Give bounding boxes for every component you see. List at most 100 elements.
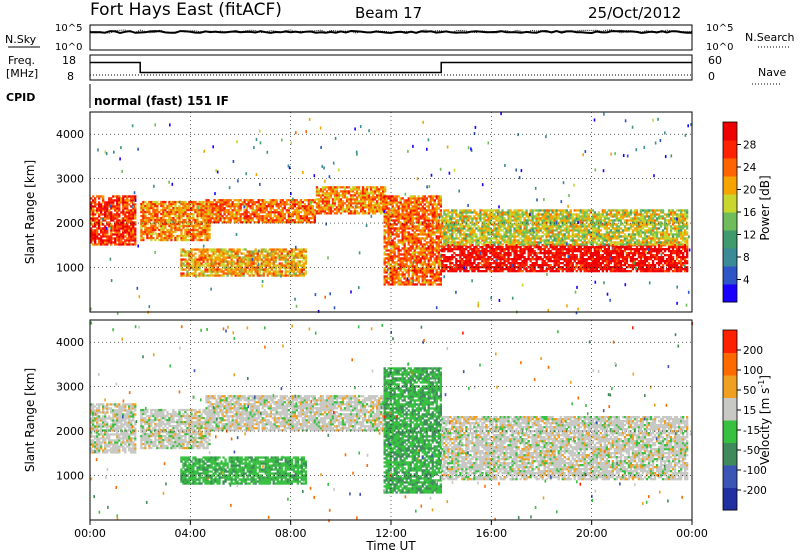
range-cell-0 — [98, 213, 100, 215]
range-cell-4 — [237, 262, 239, 264]
range-cell-6 — [630, 258, 632, 260]
range-cell-1 — [164, 239, 166, 241]
range-cell-6 — [676, 268, 678, 270]
range-cell-6 — [544, 270, 546, 272]
range-cell-5 — [436, 283, 438, 285]
range-cell-2 — [310, 217, 312, 219]
range-cell-4 — [212, 268, 214, 270]
range-cell-6 — [602, 246, 604, 248]
range-cell-5 — [424, 245, 426, 247]
range-cell-0 — [126, 203, 128, 205]
range-cell-2 — [268, 213, 270, 215]
range-cell-6 — [632, 268, 634, 270]
range-cell-1 — [184, 207, 186, 209]
range-cell-6 — [441, 266, 443, 268]
range-cell-6 — [441, 250, 443, 252]
range-cell-6 — [521, 256, 523, 258]
range-cell-3 — [360, 196, 362, 198]
range-cell-5 — [394, 243, 396, 245]
range-cell-0 — [114, 207, 116, 209]
range-cell-1 — [206, 227, 208, 229]
range-cell-1 — [160, 217, 162, 219]
range-cell-1 — [148, 229, 150, 231]
range-cell-5 — [408, 197, 410, 199]
range-cell-6 — [517, 266, 519, 268]
range-cell-0 — [126, 217, 128, 219]
range-cell-1 — [178, 217, 180, 219]
range-cell-1 — [174, 207, 176, 209]
range-cell-6 — [481, 256, 483, 258]
range-cell-0 — [102, 227, 104, 229]
range-cell-3 — [356, 202, 358, 204]
range-cell-2 — [310, 207, 312, 209]
range-cell-5 — [438, 197, 440, 199]
range-cell-5 — [416, 255, 418, 257]
range-cell-3 — [328, 210, 330, 212]
range-cell-6 — [528, 258, 530, 260]
range-cell-5 — [420, 197, 422, 199]
range-cell-6 — [447, 270, 449, 272]
range-cell-6 — [586, 250, 588, 252]
range-cell-3 — [374, 202, 376, 204]
range-cell-5 — [424, 267, 426, 269]
range-cell-6 — [614, 252, 616, 254]
range-cell-6 — [634, 254, 636, 256]
range-cell-5 — [426, 227, 428, 229]
range-cell-5 — [430, 199, 432, 201]
range-cell-2 — [228, 221, 230, 223]
range-cell-4 — [224, 250, 226, 252]
nave-label: Nave — [758, 66, 786, 79]
range-cell-4 — [295, 272, 297, 274]
range-cell-4 — [210, 254, 212, 256]
range-cell-6 — [618, 260, 620, 262]
range-cell-6 — [469, 256, 471, 258]
range-cell-5 — [408, 221, 410, 223]
range-cell-4 — [281, 262, 283, 264]
range-cell-3 — [328, 204, 330, 206]
range-cell-0 — [134, 217, 136, 219]
range-cell-5 — [400, 265, 402, 267]
range-cell-4 — [249, 262, 251, 264]
range-cell-1 — [194, 235, 196, 237]
range-cell-6 — [608, 266, 610, 268]
range-cell-2 — [238, 199, 240, 201]
range-cell-1 — [140, 203, 142, 205]
range-cell-6 — [530, 254, 532, 256]
range-cell-5 — [400, 259, 402, 261]
range-cell-4 — [196, 264, 198, 266]
range-cell-4 — [277, 272, 279, 274]
range-cell-0 — [120, 225, 122, 227]
range-cell-6 — [576, 262, 578, 264]
range-cell-3 — [324, 186, 326, 188]
range-cell-5 — [428, 279, 430, 281]
range-cell-6 — [636, 262, 638, 264]
range-cell-1 — [176, 227, 178, 229]
range-cell-6 — [530, 266, 532, 268]
range-cell-2 — [246, 203, 248, 205]
range-cell-5 — [386, 249, 388, 251]
range-cell-0 — [130, 223, 132, 225]
range-cell-1 — [166, 219, 168, 221]
range-cell-3 — [378, 188, 380, 190]
range-cell-6 — [626, 256, 628, 258]
range-cell-2 — [238, 201, 240, 203]
range-cell-1 — [142, 225, 144, 227]
range-cell-6 — [648, 246, 650, 248]
range-cell-5 — [430, 219, 432, 221]
range-cell-6 — [586, 260, 588, 262]
range-cell-4 — [303, 256, 305, 258]
range-cell-5 — [420, 231, 422, 233]
range-cell-2 — [213, 209, 215, 211]
range-cell-5 — [416, 259, 418, 261]
range-cell-4 — [200, 254, 202, 256]
range-cell-4 — [271, 272, 273, 274]
range-cell-6 — [473, 246, 475, 248]
range-cell-5 — [424, 237, 426, 239]
range-cell-5 — [402, 203, 404, 205]
range-cell-4 — [273, 264, 275, 266]
range-cell-0 — [116, 233, 118, 235]
range-cell-6 — [445, 266, 447, 268]
range-cell-6 — [497, 254, 499, 256]
range-cell-5 — [434, 279, 436, 281]
range-cell-4 — [204, 268, 206, 270]
